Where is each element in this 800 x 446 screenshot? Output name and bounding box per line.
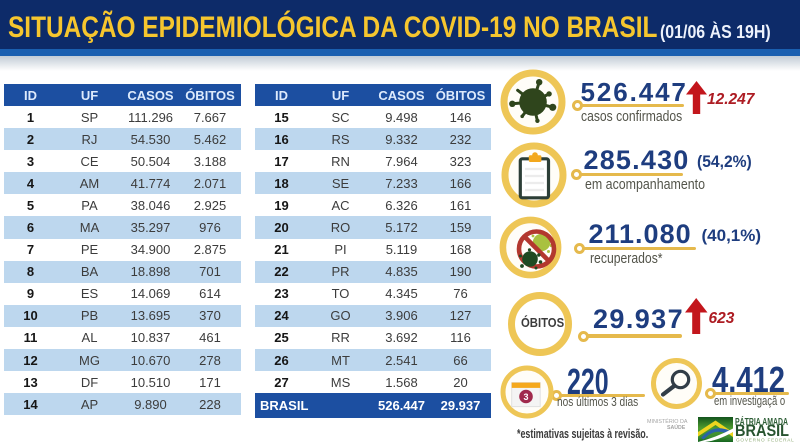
svg-text:3: 3 xyxy=(523,392,528,402)
